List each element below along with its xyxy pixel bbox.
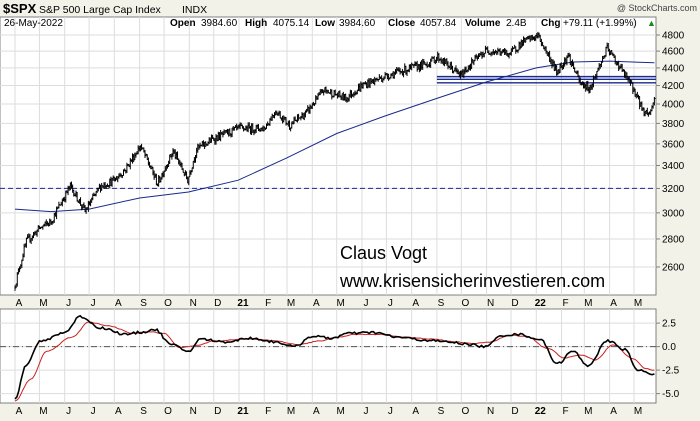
x-tick-label: A xyxy=(16,298,23,309)
x-tick-label: M xyxy=(337,406,345,417)
index-name: S&P 500 Large Cap Index xyxy=(39,4,162,16)
x-tick-label: S xyxy=(140,298,147,309)
x-tick-label: S xyxy=(140,406,147,417)
x-tick-label: D xyxy=(214,406,221,417)
x-tick-label: 21 xyxy=(237,298,249,309)
price-tick-label: 3000 xyxy=(662,208,685,219)
x-tick-label: M xyxy=(337,298,345,309)
x-tick-label: O xyxy=(461,406,469,417)
x-tick-label: J xyxy=(66,406,71,417)
x-tick-label: M xyxy=(287,298,295,309)
chg-up-arrow-icon: ▲ xyxy=(647,18,656,28)
price-tick-label: 3400 xyxy=(662,161,685,172)
x-tick-label: M xyxy=(634,298,642,309)
x-tick-label: J xyxy=(91,298,96,309)
oscillator-axis: 2.5 0.0 -2.5 -5.0 xyxy=(656,319,680,400)
x-tick-label: J xyxy=(66,298,71,309)
oscillator-xaxis: A M J J A S O N D 21 F M A M J J A S O N D 22 F M A M xyxy=(16,406,643,417)
x-tick-label: M xyxy=(287,406,295,417)
x-tick-label: F xyxy=(562,406,568,417)
x-tick-label: O xyxy=(164,406,172,417)
x-tick-label: N xyxy=(487,298,494,309)
x-tick-label: O xyxy=(461,298,469,309)
x-tick-label: J xyxy=(388,298,393,309)
exchange: INDX xyxy=(182,4,207,16)
chg-label: Chg xyxy=(541,18,560,29)
x-tick-label: A xyxy=(412,406,419,417)
x-tick-label: A xyxy=(610,406,617,417)
price-tick-label: 4800 xyxy=(662,31,685,42)
high-value: 4075.14 xyxy=(273,18,310,29)
price-tick-label: 2600 xyxy=(662,263,685,274)
x-tick-label: J xyxy=(91,406,96,417)
price-tick-label: 2800 xyxy=(662,234,685,245)
symbol: $SPX xyxy=(3,1,37,16)
price-tick-label: 4400 xyxy=(662,63,685,74)
x-tick-label: A xyxy=(115,406,122,417)
price-tick-label: 4600 xyxy=(662,47,685,58)
x-tick-label: M xyxy=(39,298,47,309)
price-tick-label: 3600 xyxy=(662,139,685,150)
volume-value: 2.4B xyxy=(506,18,527,29)
x-tick-label: A xyxy=(115,298,122,309)
x-tick-label: D xyxy=(511,406,518,417)
low-label: Low xyxy=(315,18,335,29)
annotation-author: Claus Vogt xyxy=(340,243,427,263)
high-label: High xyxy=(245,18,267,29)
open-value: 3984.60 xyxy=(201,18,238,29)
oscillator-tick-label: 0.0 xyxy=(662,342,676,353)
volume-label: Volume xyxy=(465,18,501,29)
x-tick-label: A xyxy=(610,298,617,309)
x-tick-label: F xyxy=(562,298,568,309)
x-tick-label: A xyxy=(16,406,23,417)
x-tick-label: N xyxy=(487,406,494,417)
price-xaxis: A M J J A S O N D 21 F M A M J J A S O N D 22 F M A M xyxy=(16,298,643,309)
oscillator-tick-label: -2.5 xyxy=(662,366,680,377)
price-tick-label: 3800 xyxy=(662,119,685,130)
price-tick-label: 4200 xyxy=(662,81,685,92)
x-tick-label: 22 xyxy=(535,406,547,417)
x-tick-label: J xyxy=(388,406,393,417)
x-tick-label: F xyxy=(265,406,271,417)
watermark: @ StockCharts.com xyxy=(617,3,697,13)
price-axis: 2600 2800 3000 3200 3400 3600 3800 4000 4200 4400… xyxy=(656,31,685,274)
open-label: Open xyxy=(170,18,196,29)
close-label: Close xyxy=(388,18,416,29)
price-bars xyxy=(14,31,656,291)
x-tick-label: D xyxy=(214,298,221,309)
x-tick-label: S xyxy=(438,406,445,417)
chg-value: +79.11 (+1.99%) xyxy=(563,18,637,29)
x-tick-label: M xyxy=(39,406,47,417)
oscillator-panel xyxy=(0,308,657,404)
x-tick-label: A xyxy=(412,298,419,309)
x-tick-label: M xyxy=(634,406,642,417)
date-label: 26-May-2022 xyxy=(4,18,63,29)
oscillator-main-line xyxy=(14,314,655,400)
low-value: 3984.60 xyxy=(339,18,376,29)
x-tick-label: S xyxy=(438,298,445,309)
price-gridlines xyxy=(0,17,656,295)
x-tick-label: J xyxy=(363,298,368,309)
oscillator-tick-label: 2.5 xyxy=(662,319,676,330)
x-tick-label: A xyxy=(313,406,320,417)
price-tick-label: 3200 xyxy=(662,184,685,195)
price-panel xyxy=(0,16,657,296)
x-tick-label: D xyxy=(511,298,518,309)
reference-lines xyxy=(0,75,656,189)
x-tick-label: N xyxy=(190,406,197,417)
x-tick-label: A xyxy=(313,298,320,309)
x-tick-label: N xyxy=(190,298,197,309)
x-tick-label: 21 xyxy=(237,406,249,417)
annotation-website: www.krisensicherinvestieren.com xyxy=(339,271,605,291)
x-tick-label: M xyxy=(584,298,592,309)
oscillator-tick-label: -5.0 xyxy=(662,389,680,400)
x-tick-label: M xyxy=(584,406,592,417)
x-tick-label: O xyxy=(164,298,172,309)
x-tick-label: F xyxy=(265,298,271,309)
close-value: 4057.84 xyxy=(420,18,457,29)
x-tick-label: 22 xyxy=(535,298,547,309)
x-tick-label: J xyxy=(363,406,368,417)
price-tick-label: 4000 xyxy=(662,99,685,110)
